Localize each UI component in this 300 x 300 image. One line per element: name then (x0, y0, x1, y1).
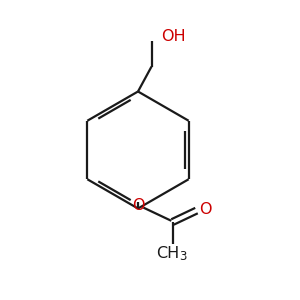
Text: OH: OH (161, 29, 186, 44)
Text: 3: 3 (179, 250, 186, 263)
Text: O: O (199, 202, 211, 217)
Text: O: O (132, 198, 144, 213)
Text: CH: CH (156, 246, 180, 261)
